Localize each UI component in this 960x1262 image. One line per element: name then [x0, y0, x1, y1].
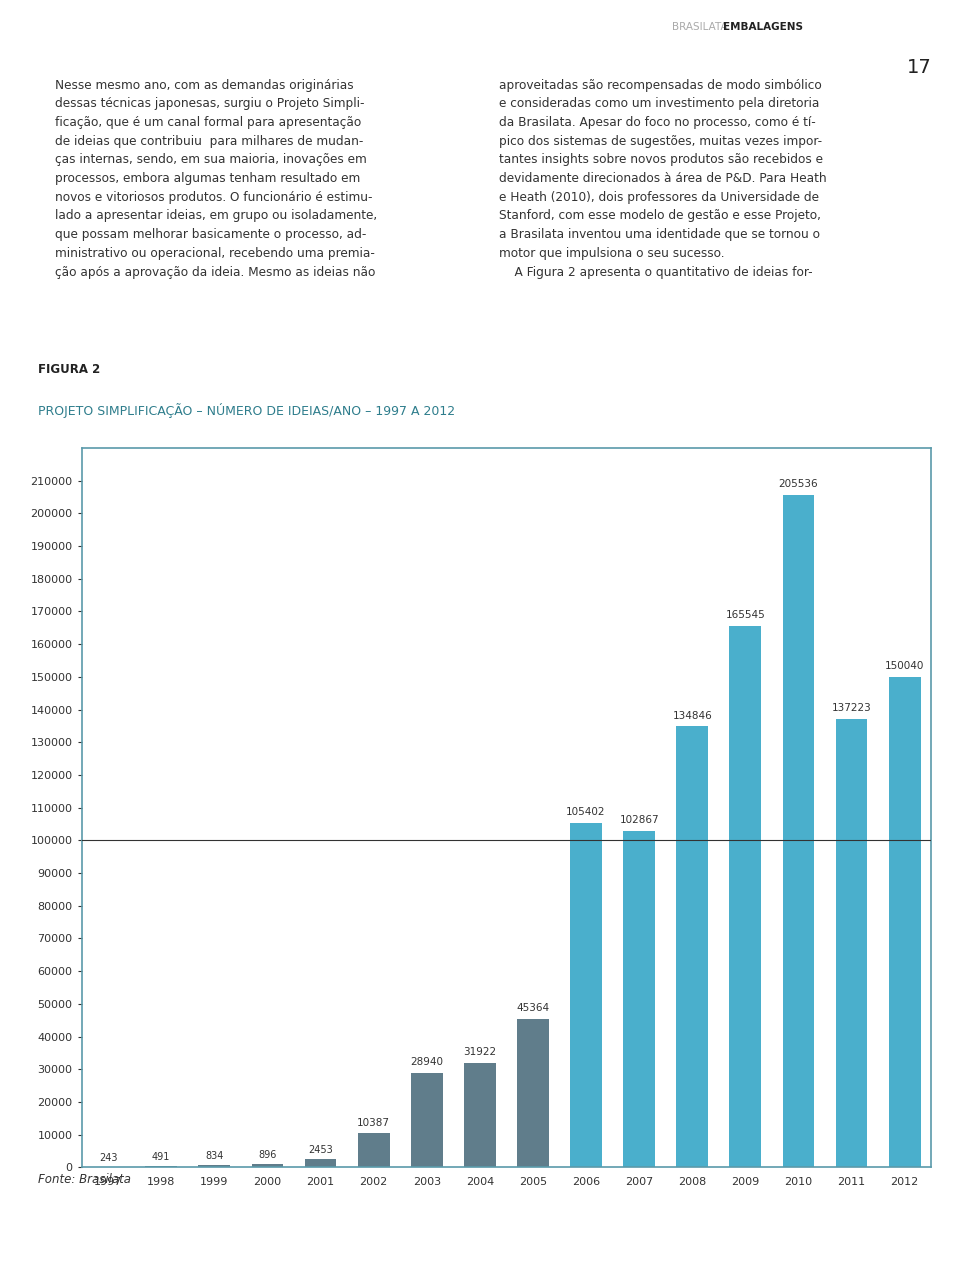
- Text: aproveitadas são recompensadas de modo simbólico
e consideradas como um investim: aproveitadas são recompensadas de modo s…: [499, 78, 827, 279]
- Text: Nesse mesmo ano, com as demandas originárias
dessas técnicas japonesas, surgiu o: Nesse mesmo ano, com as demandas originá…: [56, 78, 377, 279]
- Text: 105402: 105402: [566, 806, 606, 817]
- Text: 896: 896: [258, 1151, 276, 1161]
- Bar: [782, 495, 814, 1167]
- Bar: [252, 1165, 283, 1167]
- Text: 243: 243: [99, 1152, 117, 1162]
- Text: EMBALAGENS: EMBALAGENS: [723, 21, 803, 32]
- Bar: [411, 1073, 443, 1167]
- Text: 102867: 102867: [619, 815, 659, 825]
- Bar: [623, 830, 655, 1167]
- Text: Fonte: Brasilata: Fonte: Brasilata: [38, 1174, 132, 1186]
- Bar: [835, 718, 868, 1167]
- Bar: [199, 1165, 230, 1167]
- Bar: [517, 1018, 549, 1167]
- Text: 10387: 10387: [357, 1118, 390, 1127]
- Text: 31922: 31922: [464, 1047, 496, 1058]
- Text: BRASILATA: BRASILATA: [672, 21, 728, 32]
- Bar: [304, 1160, 336, 1167]
- Bar: [676, 727, 708, 1167]
- Text: 205536: 205536: [779, 480, 818, 490]
- Bar: [570, 823, 602, 1167]
- Text: 45364: 45364: [516, 1003, 549, 1013]
- Text: 2453: 2453: [308, 1146, 333, 1156]
- Bar: [730, 626, 761, 1167]
- Text: 491: 491: [152, 1152, 171, 1162]
- Text: 28940: 28940: [410, 1056, 444, 1066]
- Text: 150040: 150040: [885, 661, 924, 671]
- Text: 134846: 134846: [672, 711, 712, 721]
- Bar: [889, 676, 921, 1167]
- Text: 137223: 137223: [831, 703, 872, 713]
- Text: PROJETO SIMPLIFICAÇÃO – NÚMERO DE IDEIAS/ANO – 1997 A 2012: PROJETO SIMPLIFICAÇÃO – NÚMERO DE IDEIAS…: [38, 404, 456, 418]
- Text: FIGURA 2: FIGURA 2: [38, 363, 101, 376]
- Bar: [464, 1063, 495, 1167]
- Bar: [358, 1133, 390, 1167]
- Bar: [145, 1166, 178, 1167]
- Text: 165545: 165545: [726, 611, 765, 620]
- Text: 17: 17: [906, 58, 931, 77]
- Text: 834: 834: [205, 1151, 224, 1161]
